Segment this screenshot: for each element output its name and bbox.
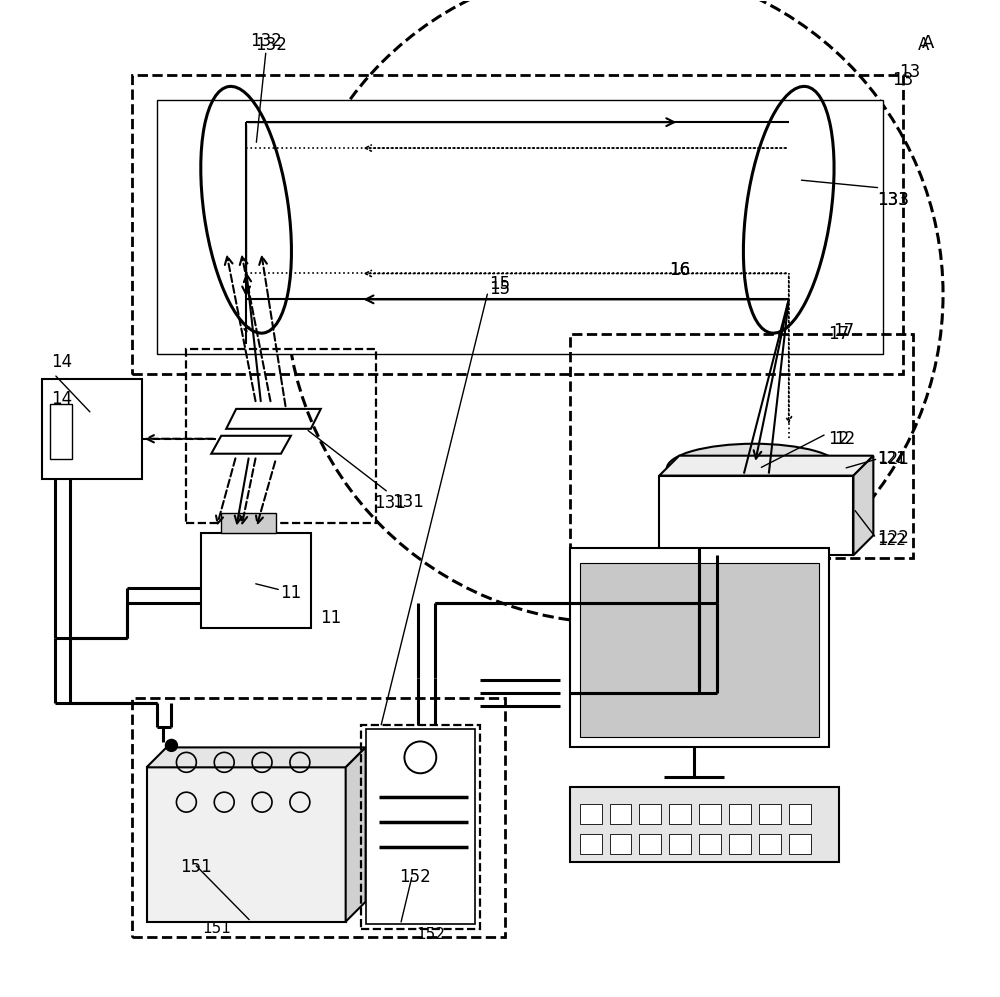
Bar <box>699 805 721 825</box>
Bar <box>699 834 721 854</box>
Text: 122: 122 <box>877 529 909 547</box>
Bar <box>789 805 811 825</box>
Polygon shape <box>366 730 475 923</box>
Polygon shape <box>580 563 819 738</box>
Bar <box>580 834 602 854</box>
Text: 152: 152 <box>399 867 431 885</box>
Bar <box>759 805 781 825</box>
Polygon shape <box>853 456 873 555</box>
Text: 12: 12 <box>828 430 849 448</box>
Text: 121: 121 <box>877 450 909 468</box>
Circle shape <box>165 740 177 752</box>
Text: 16: 16 <box>669 260 690 278</box>
Text: 11: 11 <box>280 584 302 602</box>
Text: 17: 17 <box>828 325 849 343</box>
Text: 122: 122 <box>877 532 906 547</box>
Polygon shape <box>50 404 72 459</box>
Text: 121: 121 <box>877 452 906 467</box>
Polygon shape <box>659 456 873 476</box>
Polygon shape <box>346 748 366 921</box>
Bar <box>669 834 691 854</box>
Polygon shape <box>570 548 829 748</box>
Text: 133: 133 <box>877 190 909 208</box>
Polygon shape <box>201 533 311 628</box>
Polygon shape <box>147 748 366 768</box>
Text: 151: 151 <box>180 857 212 876</box>
Text: 13: 13 <box>900 64 921 82</box>
Polygon shape <box>659 476 853 555</box>
Text: 15: 15 <box>489 280 511 298</box>
Bar <box>669 805 691 825</box>
Text: 132: 132 <box>255 37 287 55</box>
Text: 151: 151 <box>202 921 231 936</box>
Text: 152: 152 <box>416 927 445 942</box>
Bar <box>789 834 811 854</box>
Text: 13: 13 <box>893 72 914 90</box>
Text: 15: 15 <box>489 275 511 293</box>
Text: 17: 17 <box>833 322 854 340</box>
Text: 11: 11 <box>320 609 341 627</box>
Polygon shape <box>570 788 839 861</box>
Text: 14: 14 <box>51 390 72 408</box>
Polygon shape <box>221 513 276 533</box>
Bar <box>759 834 781 854</box>
Bar <box>610 834 631 854</box>
Text: A: A <box>922 34 934 52</box>
Bar <box>580 805 602 825</box>
Bar <box>639 834 661 854</box>
Bar <box>729 805 751 825</box>
Polygon shape <box>42 379 142 479</box>
Text: 12: 12 <box>834 430 855 448</box>
Polygon shape <box>157 101 883 354</box>
Text: 133: 133 <box>877 190 909 208</box>
Bar <box>729 834 751 854</box>
Text: 14: 14 <box>51 353 72 371</box>
Text: A: A <box>917 37 929 55</box>
Text: 132: 132 <box>250 32 282 50</box>
Ellipse shape <box>667 444 841 494</box>
Bar <box>639 805 661 825</box>
Polygon shape <box>147 768 346 921</box>
Bar <box>610 805 631 825</box>
Text: 16: 16 <box>669 260 690 278</box>
Text: 131: 131 <box>375 495 406 512</box>
Text: 131: 131 <box>392 494 424 511</box>
